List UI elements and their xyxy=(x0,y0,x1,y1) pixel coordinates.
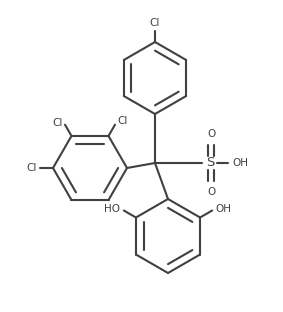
Text: OH: OH xyxy=(232,158,248,168)
Text: O: O xyxy=(207,187,215,197)
Text: S: S xyxy=(206,157,214,169)
Text: HO: HO xyxy=(104,204,120,215)
Text: Cl: Cl xyxy=(27,163,37,173)
Text: Cl: Cl xyxy=(53,118,63,128)
Text: Cl: Cl xyxy=(117,116,127,126)
Text: OH: OH xyxy=(215,204,231,215)
Text: Cl: Cl xyxy=(150,18,160,28)
Text: O: O xyxy=(207,129,215,139)
